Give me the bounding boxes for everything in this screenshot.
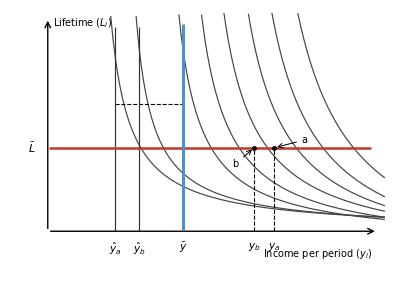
Text: a: a	[278, 135, 308, 148]
Text: $y_a$: $y_a$	[268, 241, 281, 253]
Text: $\hat{y}_b$: $\hat{y}_b$	[133, 241, 146, 257]
Text: b: b	[232, 150, 251, 169]
Text: $\hat{y}_a$: $\hat{y}_a$	[109, 241, 122, 257]
Text: $y_b$: $y_b$	[248, 241, 260, 253]
Text: Income per period ($y_i$): Income per period ($y_i$)	[263, 247, 373, 261]
Text: Lifetime ($L_i$): Lifetime ($L_i$)	[53, 17, 112, 30]
Text: $\bar{y}$: $\bar{y}$	[179, 241, 187, 255]
Text: $\bar{L}$: $\bar{L}$	[28, 140, 36, 155]
